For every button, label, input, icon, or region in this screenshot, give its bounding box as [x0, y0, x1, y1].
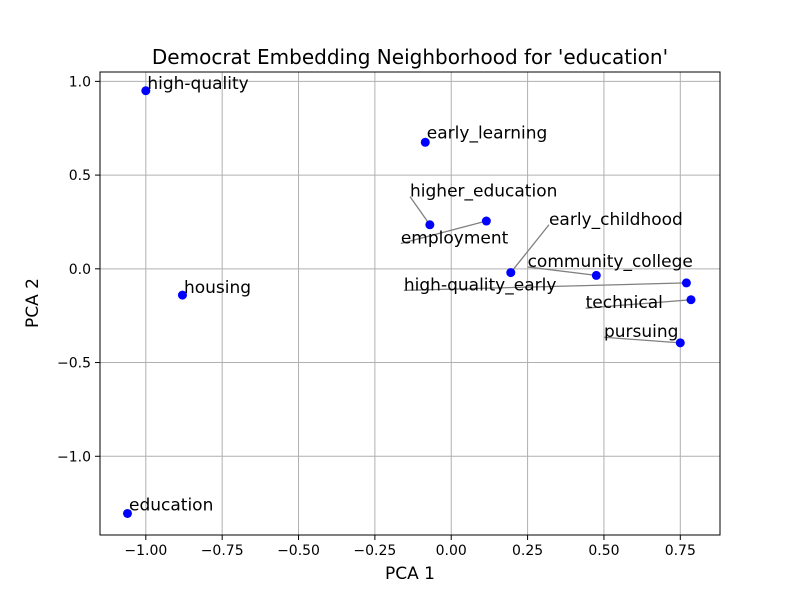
- data-point: [481, 216, 491, 226]
- grid: [100, 72, 720, 535]
- data-point: [141, 86, 151, 96]
- x-axis-label: PCA 1: [385, 564, 435, 584]
- plot-frame: [99, 71, 721, 536]
- data-point: [420, 137, 430, 147]
- leader-line: [585, 299, 692, 309]
- x-tick-label: 0.75: [665, 543, 696, 559]
- y-tick-label: 1.0: [69, 74, 91, 90]
- point-label: early_childhood: [549, 210, 683, 230]
- point-label: high-quality_early: [404, 275, 557, 295]
- y-tick-label: −0.5: [57, 356, 91, 372]
- data-point: [122, 508, 132, 518]
- leader-line: [409, 196, 431, 226]
- point-label: education: [129, 496, 213, 516]
- y-tick-label: 0.5: [69, 168, 91, 184]
- leader-line: [603, 336, 681, 344]
- point-label: pursuing: [604, 322, 678, 342]
- leader-line: [527, 266, 597, 277]
- x-tick-label: −0.25: [353, 543, 396, 559]
- leader-line: [400, 220, 487, 245]
- point-label: housing: [184, 278, 251, 298]
- x-tick-label: 0.00: [436, 543, 467, 559]
- data-points: [122, 86, 696, 518]
- leader-line: [403, 282, 687, 292]
- leader-line: [510, 224, 550, 273]
- data-point: [681, 278, 691, 288]
- y-tick-label: 0.0: [69, 262, 91, 278]
- point-label: early_learning: [427, 124, 548, 144]
- data-point: [686, 295, 696, 305]
- data-point: [675, 338, 685, 348]
- x-tick-label: 0.25: [512, 543, 543, 559]
- y-axis-label: PCA 2: [23, 278, 43, 328]
- axis-ticks: −1.00 −0.75 −0.50 −0.25 0.00 0.25 0.50 0.75 1.0 0…: [57, 74, 696, 559]
- point-label: employment: [401, 229, 509, 249]
- point-label: technical: [586, 293, 663, 313]
- y-tick-label: −1.0: [57, 449, 91, 465]
- x-tick-label: −0.50: [277, 543, 320, 559]
- point-labels: high-quality early_learning higher_educati…: [129, 74, 693, 516]
- x-tick-label: −0.75: [201, 543, 244, 559]
- x-tick-label: −1.00: [124, 543, 167, 559]
- point-label: higher_education: [410, 182, 557, 202]
- data-point: [506, 268, 516, 278]
- point-label: high-quality: [147, 74, 248, 94]
- x-tick-label: 0.50: [588, 543, 619, 559]
- chart-title: Democrat Embedding Neighborhood for 'edu…: [152, 45, 668, 69]
- data-point: [591, 270, 601, 280]
- data-point: [177, 290, 187, 300]
- point-label: community_college: [528, 252, 693, 272]
- data-point: [425, 220, 435, 230]
